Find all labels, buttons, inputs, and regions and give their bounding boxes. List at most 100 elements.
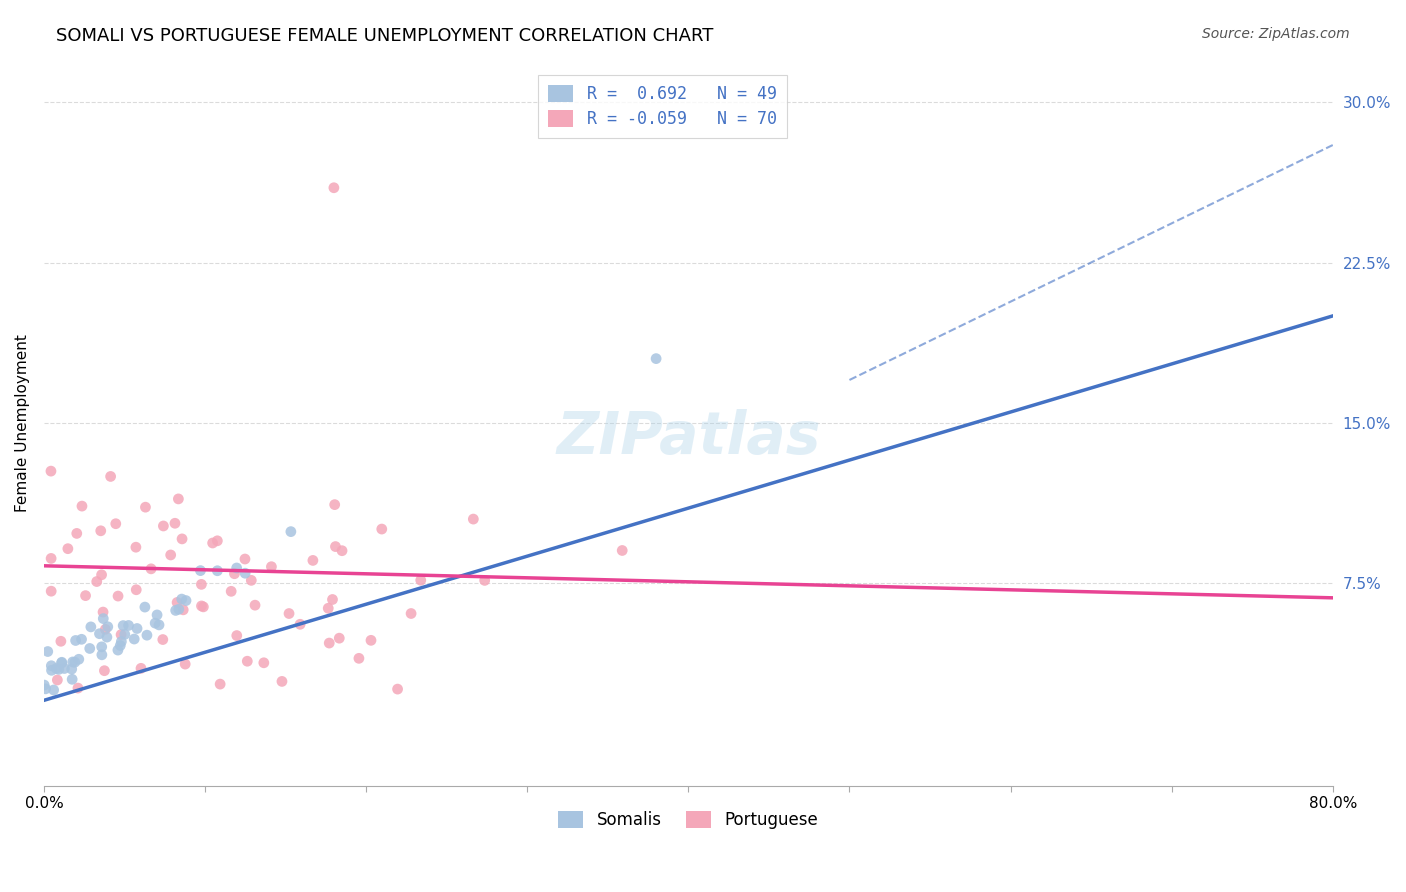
Point	[67, 652, 90, 666]
Point	[89, 626, 111, 640]
Point	[110, 639, 132, 653]
Point	[122, 632, 145, 646]
Point	[207, 564, 229, 578]
Point	[271, 674, 294, 689]
Point	[409, 573, 432, 587]
Point	[167, 602, 190, 616]
Point	[207, 533, 229, 548]
Point	[51, 655, 73, 669]
Point	[278, 607, 301, 621]
Point	[190, 599, 212, 613]
Point	[60, 662, 83, 676]
Point	[190, 577, 212, 591]
Point	[360, 633, 382, 648]
Point	[46, 673, 69, 687]
Point	[163, 516, 186, 531]
Point	[152, 519, 174, 533]
Point	[288, 617, 311, 632]
Point	[65, 633, 87, 648]
Point	[233, 552, 256, 566]
Point	[260, 559, 283, 574]
Point	[253, 656, 276, 670]
Point	[112, 618, 135, 632]
Point	[107, 589, 129, 603]
Point	[90, 524, 112, 538]
Point	[91, 605, 114, 619]
Point	[94, 623, 117, 637]
Legend: Somalis, Portuguese: Somalis, Portuguese	[551, 804, 825, 836]
Point	[146, 607, 169, 622]
Point	[45, 661, 67, 675]
Point	[209, 677, 232, 691]
Point	[190, 564, 212, 578]
Point	[371, 522, 394, 536]
Point	[134, 600, 156, 615]
Point	[321, 592, 343, 607]
Point	[49, 634, 72, 648]
Point	[114, 627, 136, 641]
Point	[79, 641, 101, 656]
Point	[39, 584, 62, 599]
Point	[90, 648, 112, 662]
Point	[96, 630, 118, 644]
Point	[134, 500, 156, 515]
Point	[110, 627, 132, 641]
Point	[107, 643, 129, 657]
Point	[347, 651, 370, 665]
Point	[80, 620, 103, 634]
Point	[280, 524, 302, 539]
Point	[63, 655, 86, 669]
Point	[328, 631, 350, 645]
Y-axis label: Female Unemployment: Female Unemployment	[15, 334, 30, 512]
Point	[139, 562, 162, 576]
Point	[53, 661, 76, 675]
Point	[39, 551, 62, 566]
Point	[318, 636, 340, 650]
Point	[243, 598, 266, 612]
Point	[66, 526, 89, 541]
Point	[159, 548, 181, 562]
Point	[225, 561, 247, 575]
Point	[219, 584, 242, 599]
Point	[60, 673, 83, 687]
Point	[90, 640, 112, 654]
Point	[70, 632, 93, 647]
Point	[39, 464, 62, 478]
Point	[37, 644, 59, 658]
Point	[225, 629, 247, 643]
Point	[56, 541, 79, 556]
Point	[645, 351, 668, 366]
Point	[62, 655, 84, 669]
Point	[463, 512, 485, 526]
Point	[51, 656, 73, 670]
Point	[201, 536, 224, 550]
Point	[66, 681, 89, 695]
Point	[42, 683, 65, 698]
Point	[41, 658, 63, 673]
Point	[167, 491, 190, 506]
Point	[125, 622, 148, 636]
Point	[143, 616, 166, 631]
Point	[240, 574, 263, 588]
Point	[325, 540, 347, 554]
Point	[125, 540, 148, 554]
Point	[330, 543, 353, 558]
Point	[152, 632, 174, 647]
Point	[91, 611, 114, 625]
Point	[93, 664, 115, 678]
Point	[323, 498, 346, 512]
Point	[48, 662, 70, 676]
Text: SOMALI VS PORTUGUESE FEMALE UNEMPLOYMENT CORRELATION CHART: SOMALI VS PORTUGUESE FEMALE UNEMPLOYMENT…	[56, 27, 714, 45]
Point	[193, 599, 215, 614]
Point	[129, 661, 152, 675]
Point	[322, 180, 344, 194]
Point	[75, 589, 97, 603]
Point	[174, 593, 197, 607]
Point	[41, 663, 63, 677]
Point	[224, 566, 246, 581]
Point	[100, 469, 122, 483]
Text: Source: ZipAtlas.com: Source: ZipAtlas.com	[1202, 27, 1350, 41]
Point	[399, 607, 422, 621]
Point	[165, 603, 187, 617]
Point	[117, 618, 139, 632]
